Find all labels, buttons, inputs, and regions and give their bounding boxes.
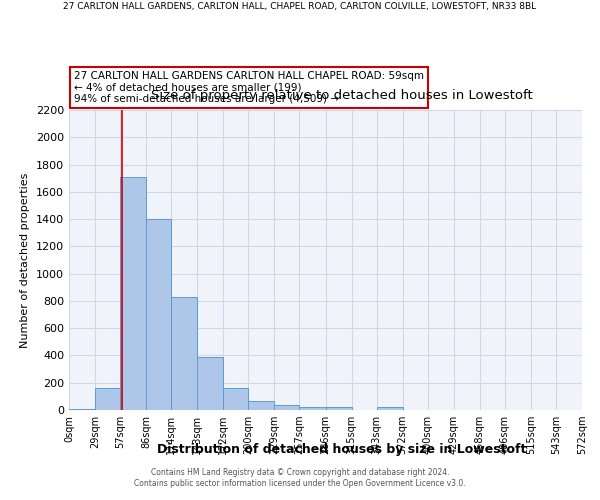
Text: 27 CARLTON HALL GARDENS CARLTON HALL CHAPEL ROAD: 59sqm
← 4% of detached houses : 27 CARLTON HALL GARDENS CARLTON HALL CHA… xyxy=(74,71,424,104)
Bar xyxy=(377,408,403,410)
Bar xyxy=(274,405,299,410)
Bar xyxy=(325,406,352,410)
Bar xyxy=(299,406,326,410)
Bar xyxy=(248,401,274,410)
Bar xyxy=(197,357,223,410)
Bar xyxy=(95,388,120,410)
Text: Contains HM Land Registry data © Crown copyright and database right 2024.
Contai: Contains HM Land Registry data © Crown c… xyxy=(134,468,466,487)
Y-axis label: Number of detached properties: Number of detached properties xyxy=(20,172,31,348)
Text: Distribution of detached houses by size in Lowestoft: Distribution of detached houses by size … xyxy=(157,442,527,456)
Bar xyxy=(69,408,95,410)
Bar xyxy=(223,388,248,410)
Text: 27 CARLTON HALL GARDENS, CARLTON HALL, CHAPEL ROAD, CARLTON COLVILLE, LOWESTOFT,: 27 CARLTON HALL GARDENS, CARLTON HALL, C… xyxy=(64,2,536,12)
Bar xyxy=(120,177,146,410)
Bar xyxy=(171,297,197,410)
Bar xyxy=(146,219,171,410)
Text: Size of property relative to detached houses in Lowestoft: Size of property relative to detached ho… xyxy=(151,90,533,102)
